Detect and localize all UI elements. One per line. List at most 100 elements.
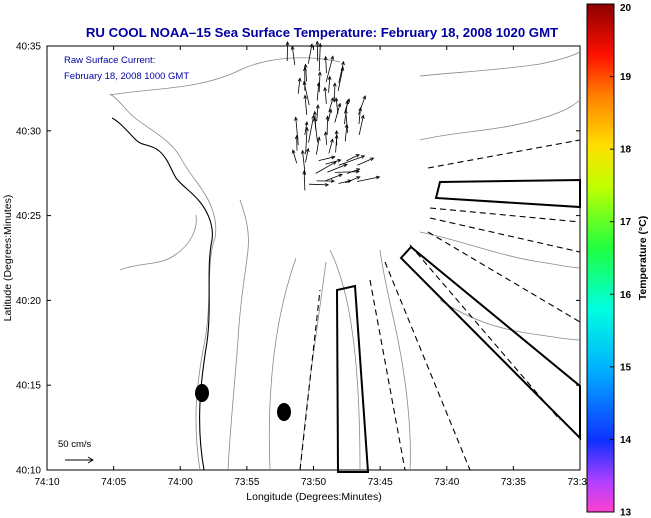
current-vector-head — [291, 149, 296, 154]
current-vector — [357, 157, 374, 166]
current-vector-head — [356, 168, 361, 172]
current-vector — [305, 148, 309, 163]
current-vector — [305, 127, 308, 155]
current-vector-head — [294, 134, 299, 140]
x-tick-label: 73:50 — [301, 477, 326, 488]
current-vector-head — [356, 176, 361, 180]
colorbar — [586, 3, 615, 513]
current-vector — [328, 97, 334, 112]
current-vector-head — [332, 161, 337, 165]
current-vector — [327, 164, 348, 173]
current-vector — [303, 171, 306, 191]
x-tick-label: 74:00 — [168, 477, 193, 488]
current-vector — [291, 46, 296, 65]
current-vector-head — [337, 102, 342, 108]
current-vector-head — [355, 154, 360, 158]
current-vector-head — [344, 109, 348, 114]
current-vector — [295, 117, 299, 146]
coastline — [111, 117, 213, 471]
current-vector-head — [337, 158, 342, 163]
current-vector-head — [309, 43, 314, 48]
marker-disk — [195, 384, 209, 402]
x-tick-label: 74:10 — [34, 477, 59, 488]
current-vector — [318, 156, 335, 161]
current-vector — [325, 56, 334, 83]
current-vector — [316, 82, 320, 101]
current-vector — [334, 83, 336, 103]
current-vector-head — [304, 121, 309, 126]
current-vector-head — [338, 173, 343, 178]
colorbar-tick-label: 15 — [620, 362, 632, 373]
current-vector — [345, 110, 349, 134]
current-vector-head — [331, 155, 336, 160]
current-vector-head — [341, 60, 345, 66]
current-vector-head — [302, 170, 307, 175]
current-vector — [303, 81, 310, 106]
current-vector-head — [316, 81, 321, 87]
current-vector — [357, 176, 380, 182]
x-tick-label: 74:05 — [101, 477, 126, 488]
current-vector-head — [324, 182, 330, 187]
current-vector — [316, 105, 319, 121]
current-vector — [308, 115, 315, 143]
current-vector — [318, 43, 321, 72]
x-tick-label: 73:35 — [501, 477, 526, 488]
current-vector-head — [334, 134, 339, 139]
overlay-label-time: February 18, 2008 1000 GMT — [64, 71, 189, 82]
current-vector — [307, 44, 313, 64]
scale-label: 50 cm/s — [58, 439, 92, 450]
colorbar-label: Temperature (°C) — [637, 216, 649, 301]
current-vector-head — [332, 82, 337, 87]
current-vector-head — [302, 80, 307, 86]
current-vector-head — [358, 106, 363, 112]
current-vector — [324, 87, 327, 104]
current-vector — [334, 103, 341, 123]
current-vector-head — [305, 126, 309, 132]
current-vector-head — [323, 86, 328, 92]
x-axis: 74:10 74:05 74:00 73:55 73:50 73:45 73:40 73:35… — [34, 46, 593, 488]
current-vector — [304, 121, 308, 135]
current-vector-head — [315, 104, 320, 109]
channel-outlines — [335, 178, 581, 473]
current-vector-head — [301, 149, 305, 155]
y-tick-label: 40:35 — [16, 42, 41, 53]
bathymetry-contours — [109, 51, 581, 471]
current-vector-head — [323, 55, 328, 61]
current-vector — [334, 171, 359, 173]
current-vector-head — [330, 97, 334, 102]
current-vector — [358, 115, 364, 135]
current-vector-head — [344, 123, 349, 128]
colorbar-ticks: 13 14 15 16 17 18 19 20 — [610, 3, 632, 518]
current-vector-head — [328, 108, 333, 113]
current-vector — [304, 95, 308, 115]
current-vector-head — [330, 138, 334, 143]
dashed-lanes — [299, 139, 581, 471]
current-vector-head — [313, 117, 317, 122]
current-vector-head — [316, 136, 321, 141]
current-vector-head — [294, 116, 298, 121]
current-vector — [346, 168, 360, 174]
current-vector — [358, 95, 366, 115]
x-tick-label: 73:55 — [234, 477, 259, 488]
current-vector — [344, 124, 348, 142]
y-axis: 40:10 40:15 40:20 40:25 40:30 40:35 — [16, 42, 580, 477]
marker-disk — [277, 403, 291, 421]
current-vector — [316, 41, 319, 62]
current-vector — [338, 155, 365, 166]
current-vector — [346, 154, 360, 162]
current-vector — [305, 64, 307, 82]
current-vector-head — [327, 75, 332, 80]
colorbar-tick-label: 19 — [620, 72, 632, 83]
current-vector-head — [360, 114, 365, 119]
colorbar-tick-label: 17 — [620, 217, 632, 228]
current-vector — [292, 149, 298, 164]
current-vector-head — [355, 169, 360, 174]
current-vector-head — [285, 40, 290, 46]
y-tick-label: 40:20 — [16, 296, 41, 307]
colorbar-tick-label: 20 — [620, 3, 632, 14]
current-vector-head — [360, 155, 366, 159]
current-vector — [328, 76, 331, 93]
current-vectors — [285, 40, 381, 191]
current-vector — [308, 183, 329, 186]
